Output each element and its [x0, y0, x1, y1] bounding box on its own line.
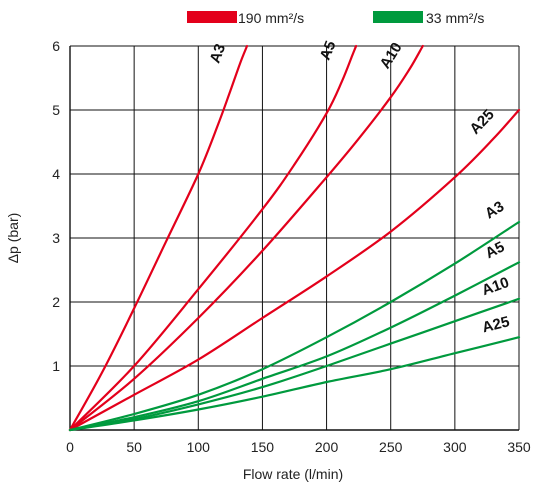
legend: 190 mm²/s 33 mm²/s — [187, 10, 484, 26]
grid — [69, 45, 520, 431]
series-label-a25-190: A25 — [467, 106, 498, 138]
y-tick-label: 5 — [52, 102, 60, 118]
x-tick-label: 100 — [187, 439, 211, 455]
series-line-a25-190 — [68, 108, 521, 432]
x-tick-label: 350 — [507, 439, 531, 455]
series-label-a10-33: A10 — [480, 274, 512, 299]
y-tick-label: 4 — [52, 166, 60, 182]
series-label-a3-33: A3 — [482, 198, 507, 223]
series-label-a3-190: A3 — [207, 42, 230, 66]
x-tick-label: 150 — [251, 439, 275, 455]
x-axis-label: Flow rate (l/min) — [243, 466, 343, 482]
series-line-a5-190 — [68, 44, 358, 432]
series-label-a25-33: A25 — [480, 313, 511, 336]
series-lines — [68, 44, 521, 432]
x-tick-label: 300 — [443, 439, 467, 455]
series-line-a3-33 — [68, 220, 521, 432]
series-line-a5-33 — [68, 261, 521, 432]
x-tick-labels: 0 50 100 150 200 250 300 350 — [66, 439, 531, 455]
y-tick-labels: 1 2 3 4 5 6 — [52, 38, 60, 374]
series-line-a10-190 — [68, 44, 424, 432]
series-label-a5-190: A5 — [317, 39, 340, 63]
legend-label-190: 190 mm²/s — [238, 10, 304, 26]
legend-label-33: 33 mm²/s — [426, 10, 484, 26]
x-tick-label: 0 — [66, 439, 74, 455]
y-tick-label: 3 — [52, 230, 60, 246]
series-line-a10-33 — [68, 297, 521, 432]
series-line-a3-190 — [68, 44, 249, 432]
y-tick-label: 1 — [52, 358, 60, 374]
x-tick-label: 250 — [379, 439, 403, 455]
x-tick-label: 50 — [126, 439, 142, 455]
legend-swatch-33 — [373, 11, 423, 23]
series-label-a5-33: A5 — [483, 238, 508, 262]
y-axis-label: Δp (bar) — [5, 213, 21, 264]
series-line-a25-33 — [68, 336, 521, 432]
legend-swatch-190 — [187, 11, 237, 23]
x-tick-label: 200 — [315, 439, 339, 455]
series-labels: A3 A5 A10 A25 A3 A5 A10 A25 — [207, 39, 512, 337]
series-label-a10-190: A10 — [377, 40, 406, 72]
y-tick-label: 2 — [52, 294, 60, 310]
y-tick-label: 6 — [52, 38, 60, 54]
